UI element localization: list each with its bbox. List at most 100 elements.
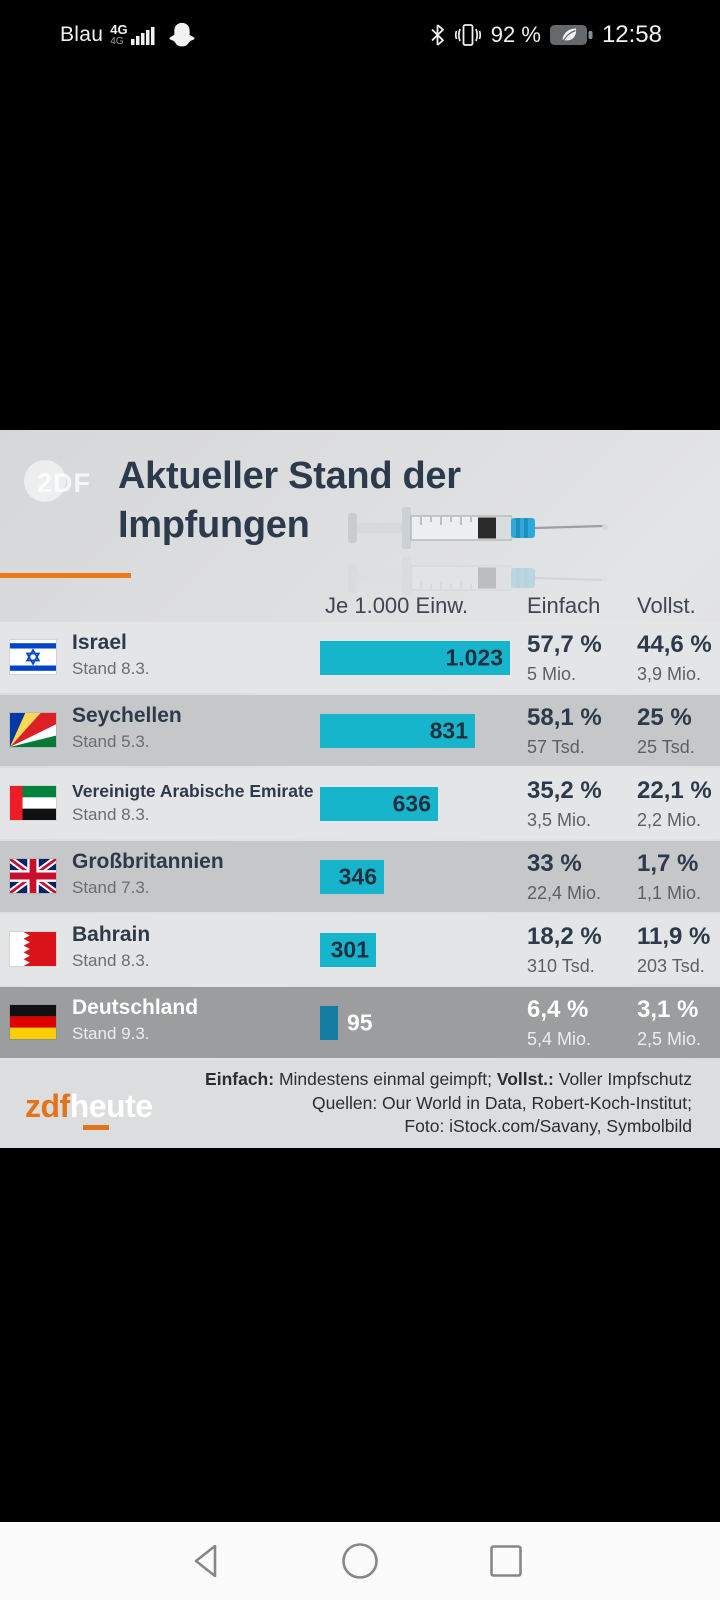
full-dose-absolute: 1,1 Mio. — [637, 883, 702, 903]
bar-value-label: 1.023 — [445, 644, 503, 670]
full-dose-percent: 1,7 % — [637, 850, 699, 877]
table-column-headers: Je 1.000 Einw. Einfach Vollst. — [0, 593, 720, 622]
clock-label: 12:58 — [601, 21, 662, 48]
zdfheute-logo-zdf: zdf — [25, 1088, 70, 1124]
android-nav-bar — [0, 1522, 720, 1600]
stand-date: Stand 5.3. — [72, 732, 150, 751]
bar-value-label: 95 — [347, 1009, 373, 1035]
country-rows: Israel Stand 8.3. 1.023 57,7 % 5 Mio. 44… — [0, 622, 720, 1060]
per-capita-bar: 636 — [320, 786, 438, 821]
full-dose-cell: 3,1 % 2,5 Mio. — [637, 996, 701, 1050]
flag-bahrain-icon — [10, 932, 56, 966]
carrier-label: Blau — [60, 23, 104, 46]
column-header-full-dose: Vollst. — [637, 593, 696, 618]
stand-date: Stand 8.3. — [72, 659, 150, 678]
first-dose-cell: 35,2 % 3,5 Mio. — [527, 777, 602, 831]
home-button[interactable] — [340, 1541, 380, 1581]
first-dose-cell: 33 % 22,4 Mio. — [527, 850, 601, 904]
bar-value-label: 636 — [392, 790, 431, 816]
first-dose-absolute: 5,4 Mio. — [527, 1029, 592, 1049]
country-name: Vereinigte Arabische Emirate — [72, 781, 314, 801]
full-dose-percent: 22,1 % — [637, 777, 712, 804]
status-bar-left: Blau 4G 4G — [60, 21, 197, 49]
full-dose-percent: 3,1 % — [637, 996, 699, 1023]
per-capita-bar: 301 — [320, 932, 376, 967]
syringe-image — [348, 507, 610, 595]
snapchat-icon — [169, 22, 195, 47]
full-dose-absolute: 203 Tsd. — [637, 956, 705, 976]
stand-date: Stand 8.3. — [72, 951, 150, 970]
zdfheute-logo-heute: heute — [69, 1088, 153, 1124]
back-button[interactable] — [192, 1543, 220, 1579]
bluetooth-icon — [431, 24, 444, 46]
table-row-israel: Israel Stand 8.3. 1.023 57,7 % 5 Mio. 44… — [0, 622, 720, 693]
vaccination-infographic: 2DF Aktueller Stand der Impfungen — [0, 430, 720, 1148]
table-row-bahrain: Bahrain Stand 8.3. 301 18,2 % 310 Tsd. 1… — [0, 914, 720, 985]
battery-percent-label: 92 % — [490, 22, 541, 47]
first-dose-cell: 18,2 % 310 Tsd. — [527, 923, 602, 977]
full-dose-percent: 44,6 % — [637, 631, 712, 658]
per-capita-bar: 346 — [320, 859, 384, 894]
sources-note: Quellen: Our World in Data, Robert-Koch-… — [312, 1092, 692, 1113]
status-bar: Blau 4G 4G — [0, 12, 720, 58]
full-dose-cell: 25 % 25 Tsd. — [637, 704, 695, 758]
full-dose-cell: 22,1 % 2,2 Mio. — [637, 777, 712, 831]
first-dose-cell: 58,1 % 57 Tsd. — [527, 704, 602, 758]
first-dose-absolute: 310 Tsd. — [527, 956, 595, 976]
title-line-2: Impfungen — [118, 504, 310, 546]
stand-date: Stand 8.3. — [72, 805, 150, 824]
flag-vae-icon — [10, 786, 56, 820]
full-dose-cell: 11,9 % 203 Tsd. — [637, 923, 710, 977]
battery-saver-icon — [549, 25, 593, 45]
infographic-title: Aktueller Stand der Impfungen — [118, 452, 461, 550]
first-dose-percent: 57,7 % — [527, 631, 602, 658]
full-dose-absolute: 25 Tsd. — [637, 737, 695, 757]
legend-term-vollst: Vollst.: — [496, 1069, 554, 1089]
country-name: Deutschland — [72, 996, 199, 1019]
first-dose-absolute: 57 Tsd. — [527, 737, 585, 757]
per-capita-bar: 831 — [320, 713, 475, 748]
first-dose-percent: 58,1 % — [527, 704, 602, 731]
zdf-logo-watermark: 2DF — [24, 460, 114, 506]
first-dose-absolute: 3,5 Mio. — [527, 810, 592, 830]
orange-accent-underline — [0, 573, 131, 578]
first-dose-percent: 35,2 % — [527, 777, 602, 804]
legend-note: Einfach: Mindestens einmal geimpft; Voll… — [205, 1069, 692, 1089]
flag-grossbritannien-icon — [10, 859, 56, 893]
full-dose-absolute: 2,5 Mio. — [637, 1029, 702, 1049]
status-bar-right: 92 % 12:58 — [421, 21, 662, 49]
zdfheute-logo: zdfheute — [25, 1088, 153, 1130]
table-row-vae: Vereinigte Arabische Emirate Stand 8.3. … — [0, 768, 720, 839]
first-dose-percent: 6,4 % — [527, 996, 589, 1023]
column-header-per-capita: Je 1.000 Einw. — [325, 593, 469, 618]
per-capita-bar: 95 — [320, 1005, 373, 1040]
flag-israel-icon — [10, 640, 56, 674]
country-name: Großbritannien — [72, 850, 224, 873]
first-dose-absolute: 22,4 Mio. — [527, 883, 602, 903]
flag-deutschland-icon — [10, 1005, 56, 1039]
first-dose-absolute: 5 Mio. — [527, 664, 577, 684]
full-dose-absolute: 2,2 Mio. — [637, 810, 702, 830]
recents-button[interactable] — [488, 1543, 524, 1579]
full-dose-cell: 44,6 % 3,9 Mio. — [637, 631, 712, 685]
country-name: Israel — [72, 631, 127, 654]
photo-credit-note: Foto: iStock.com/Savany, Symbolbild — [404, 1116, 692, 1136]
bar-value-label: 301 — [330, 936, 369, 962]
first-dose-cell: 6,4 % 5,4 Mio. — [527, 996, 591, 1050]
country-name: Seychellen — [72, 704, 182, 727]
signal-bars-icon — [130, 27, 155, 45]
table-row-seychellen: Seychellen Stand 5.3. 831 58,1 % 57 Tsd.… — [0, 695, 720, 766]
flag-seychellen-icon — [10, 713, 56, 747]
footnotes: Einfach: Mindestens einmal geimpft; Voll… — [205, 1068, 692, 1139]
first-dose-percent: 33 % — [527, 850, 582, 877]
legend-term-einfach: Einfach: — [205, 1069, 275, 1089]
per-capita-bar: 1.023 — [320, 640, 510, 675]
zdfheute-logo-underscore — [83, 1125, 109, 1130]
network-type-label: 4G 4G — [110, 22, 128, 47]
bar-value-label: 831 — [429, 717, 468, 743]
full-dose-absolute: 3,9 Mio. — [637, 664, 702, 684]
table-row-grossbritannien: Großbritannien Stand 7.3. 346 33 % 22,4 … — [0, 841, 720, 912]
stand-date: Stand 7.3. — [72, 878, 150, 897]
title-line-1: Aktueller Stand der — [118, 455, 461, 497]
column-header-first-dose: Einfach — [527, 593, 601, 618]
